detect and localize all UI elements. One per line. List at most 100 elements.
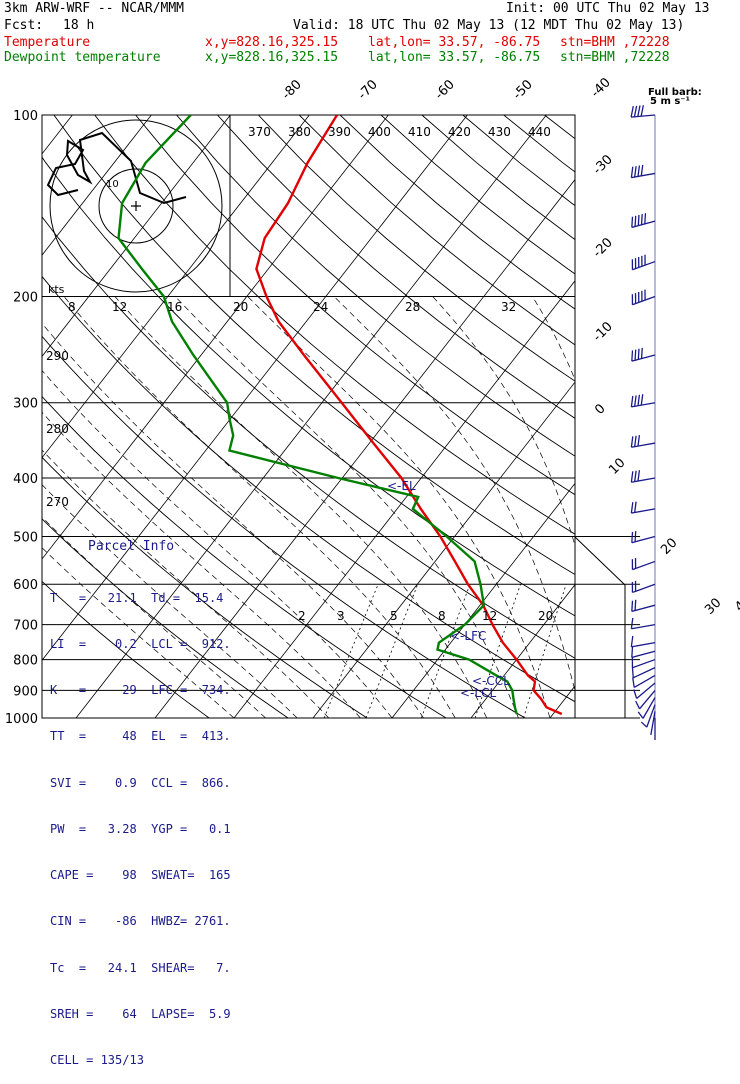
wind-barb (632, 255, 655, 270)
parcel-row: CIN = -86 HWBZ= 2761. (50, 914, 231, 929)
parcel-row: LI = 0.2 LCL = 912. (50, 637, 231, 652)
theta-label: 390 (328, 125, 351, 139)
wind-barb (632, 348, 655, 361)
isotherm-label: -40 (588, 75, 614, 101)
wind-barb (632, 600, 655, 612)
wind-barb (632, 558, 655, 570)
parcel-row: CAPE = 98 SWEAT= 165 (50, 868, 231, 883)
dry-adiabat (258, 115, 740, 718)
wind-barb (632, 647, 655, 658)
theta-label: 370 (248, 125, 271, 139)
barb-legend-line2: 5 m s⁻¹ (650, 96, 690, 107)
wind-barb (632, 290, 655, 305)
wind-barb (631, 502, 655, 513)
mixing-ratio-label: 5 (390, 609, 398, 623)
pressure-tick-label: 300 (13, 397, 38, 412)
isotherm (313, 115, 740, 718)
isotherm-label: -60 (432, 77, 458, 103)
pressure-tick-label: 1000 (5, 712, 38, 727)
wind-barb (632, 668, 655, 678)
mixing-ratio-top-label: 12 (112, 300, 127, 314)
hodograph (48, 115, 230, 296)
theta-label: 400 (368, 125, 391, 139)
dry-adiabat (545, 115, 740, 718)
mixing-ratio-label: 12 (482, 609, 497, 623)
parcel-row: TT = 48 EL = 413. (50, 729, 231, 744)
pressure-tick-label: 200 (13, 291, 38, 306)
wind-barb (632, 531, 655, 543)
mixing-ratio-label: 8 (438, 609, 446, 623)
isotherm-label: 30 (702, 596, 724, 618)
wind-barb (632, 657, 655, 667)
wind-barb (632, 581, 655, 593)
isotherm-label: -20 (590, 235, 616, 261)
hodograph-unit: kts (48, 283, 65, 296)
level-annotation: <-LCL (460, 686, 496, 700)
theta-label: 430 (488, 125, 511, 139)
isotherm-label: -70 (355, 77, 381, 103)
theta-label: 440 (528, 125, 551, 139)
wind-barb (631, 105, 655, 117)
moist-adiabat (433, 297, 614, 719)
moist-adiabat (532, 297, 644, 719)
pressure-tick-label: 500 (13, 530, 38, 545)
dry-adiabat-label: 280 (46, 422, 69, 436)
mixing-ratio-line (366, 584, 418, 718)
wind-barb (636, 690, 655, 708)
wind-barb (631, 636, 655, 647)
hodograph-origin (131, 201, 141, 211)
isotherm-label: -80 (279, 77, 305, 103)
dry-adiabat (340, 115, 740, 718)
wind-barb (631, 165, 655, 178)
parcel-info-table: T = 21.1 Td = 15.4 LI = 0.2 LCL = 912. K… (50, 560, 231, 1084)
dry-adiabat (585, 115, 740, 718)
parcel-row: T = 21.1 Td = 15.4 (50, 591, 231, 606)
mixing-ratio-line (587, 584, 626, 718)
dry-adiabat (299, 115, 740, 718)
moist-adiabat (619, 297, 676, 719)
isotherm (471, 115, 740, 718)
mixing-ratio-top-label: 32 (501, 300, 516, 314)
parcel-row: Tc = 24.1 SHEAR= 7. (50, 961, 231, 976)
isotherm-label: -10 (590, 319, 616, 345)
mixing-ratio-top-label: 8 (68, 300, 76, 314)
wind-barb (631, 618, 655, 629)
pressure-tick-label: 100 (13, 109, 38, 124)
dry-adiabat (217, 115, 740, 718)
isotherm (629, 115, 740, 718)
wind-barb (631, 470, 655, 482)
wind-barb (632, 213, 655, 227)
parcel-row: SREH = 64 LAPSE= 5.9 (50, 1007, 231, 1022)
wind-barb (631, 435, 655, 447)
pressure-tick-label: 800 (13, 654, 38, 669)
theta-label: 380 (288, 125, 311, 139)
dry-adiabat-label: 270 (46, 495, 69, 509)
dry-adiabat-label: 290 (46, 349, 69, 363)
mixing-ratio-top-label: 16 (167, 300, 182, 314)
mixing-ratio-top-label: 28 (405, 300, 420, 314)
isotherm-label: 0 (592, 401, 608, 417)
pressure-tick-label: 600 (13, 578, 38, 593)
isotherm (550, 115, 740, 718)
isotherm-label: 20 (658, 536, 680, 558)
mixing-ratio-label: 2 (298, 609, 306, 623)
isotherm-label: 10 (606, 456, 628, 478)
wind-barbs (631, 105, 655, 740)
dry-adiabat (504, 115, 740, 718)
isotherm-label: -30 (590, 152, 616, 178)
theta-label: 410 (408, 125, 431, 139)
parcel-row: SVI = 0.9 CCL = 866. (50, 776, 231, 791)
isotherm (392, 115, 740, 718)
isotherm-label: -50 (510, 77, 536, 103)
level-annotation: <-EL (387, 479, 416, 493)
parcel-row: K = 29 LFC = 734. (50, 683, 231, 698)
isotherm (708, 115, 740, 718)
pressure-tick-label: 700 (13, 619, 38, 634)
hodograph-ring-label: 10 (106, 179, 119, 190)
mixing-ratio-top-label: 24 (313, 300, 328, 314)
mixing-ratio-label: 20 (538, 609, 553, 623)
mixing-ratio-line (324, 584, 378, 718)
pressure-tick-label: 400 (13, 472, 38, 487)
theta-label: 420 (448, 125, 471, 139)
mixing-ratio-label: 3 (337, 609, 345, 623)
